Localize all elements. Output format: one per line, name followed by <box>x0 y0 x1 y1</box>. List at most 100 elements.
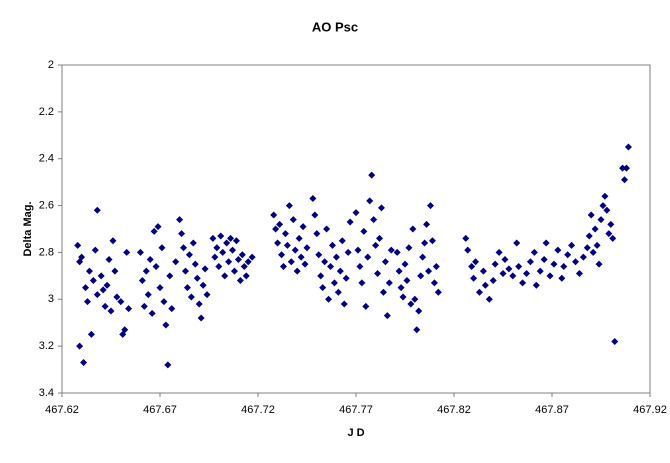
data-point <box>180 244 188 252</box>
x-tick-label: 467.77 <box>339 404 373 416</box>
data-point <box>434 288 442 296</box>
data-point <box>332 253 340 261</box>
data-point <box>340 300 348 308</box>
data-point <box>542 239 550 247</box>
data-point <box>101 302 109 310</box>
data-point <box>232 237 240 245</box>
data-point <box>540 255 548 263</box>
x-tick-label: 467.87 <box>535 404 569 416</box>
data-point <box>526 258 534 266</box>
data-point <box>385 279 393 287</box>
data-point <box>468 262 476 270</box>
data-point <box>323 225 331 233</box>
data-point <box>236 277 244 285</box>
data-point <box>505 265 513 273</box>
data-point <box>530 248 538 256</box>
data-point <box>283 241 291 249</box>
data-point <box>509 272 517 280</box>
y-tick-label: 2.6 <box>39 199 54 211</box>
data-point <box>591 225 599 233</box>
data-point <box>162 321 170 329</box>
data-point <box>107 307 115 315</box>
data-point <box>166 272 174 280</box>
data-point <box>142 267 150 275</box>
data-point <box>564 251 572 259</box>
data-point <box>383 312 391 320</box>
data-point <box>495 248 503 256</box>
data-point <box>195 300 203 308</box>
data-point <box>276 220 284 228</box>
data-point <box>199 281 207 289</box>
data-point <box>430 279 438 287</box>
data-point <box>356 262 364 270</box>
data-point <box>313 230 321 238</box>
data-point <box>407 300 415 308</box>
data-point <box>501 255 509 263</box>
data-point <box>609 234 617 242</box>
x-tick-label: 467.82 <box>437 404 471 416</box>
data-point <box>470 274 478 282</box>
data-point <box>585 232 593 240</box>
data-point <box>354 246 362 254</box>
data-point <box>138 277 146 285</box>
y-tick-label: 2.2 <box>39 106 54 118</box>
data-point <box>140 302 148 310</box>
data-point <box>234 255 242 263</box>
data-point <box>589 248 597 256</box>
data-point <box>215 262 223 270</box>
data-point <box>281 230 289 238</box>
data-point <box>144 291 152 299</box>
data-point <box>82 284 90 292</box>
data-point <box>178 230 186 238</box>
data-point <box>123 248 131 256</box>
data-point <box>376 234 384 242</box>
data-point <box>568 241 576 249</box>
data-point <box>546 272 554 280</box>
data-point <box>111 267 119 275</box>
data-point <box>387 246 395 254</box>
data-point <box>321 258 329 266</box>
data-point <box>419 253 427 261</box>
data-point <box>168 305 176 313</box>
data-point <box>334 288 342 296</box>
data-point <box>309 195 317 203</box>
data-point <box>426 202 434 210</box>
data-point <box>181 267 189 275</box>
data-point <box>103 281 111 289</box>
data-point <box>203 291 211 299</box>
data-point <box>342 274 350 282</box>
data-point <box>317 272 325 280</box>
data-point <box>479 267 487 275</box>
data-point <box>238 251 246 259</box>
data-point <box>303 244 311 252</box>
data-point <box>622 164 630 172</box>
data-point <box>117 298 125 306</box>
data-point <box>579 253 587 261</box>
data-point <box>89 277 97 285</box>
data-point <box>328 241 336 249</box>
data-point <box>366 197 374 205</box>
data-point <box>575 270 583 278</box>
data-point <box>201 265 209 273</box>
data-point <box>611 337 619 345</box>
data-point <box>344 248 352 256</box>
data-point <box>583 244 591 252</box>
data-point <box>209 234 217 242</box>
y-tick-label: 3.2 <box>39 340 54 352</box>
data-point <box>154 223 162 231</box>
data-point <box>523 270 531 278</box>
x-tick-label: 467.62 <box>45 404 79 416</box>
data-point <box>475 288 483 296</box>
data-point <box>397 284 405 292</box>
data-point <box>411 295 419 303</box>
data-point <box>605 230 613 238</box>
data-point <box>358 279 366 287</box>
data-point <box>152 262 160 270</box>
data-point <box>229 246 237 254</box>
y-tick-label: 3.4 <box>39 387 54 399</box>
data-point <box>381 258 389 266</box>
data-point <box>595 260 603 268</box>
data-point <box>287 258 295 266</box>
data-point <box>428 237 436 245</box>
x-tick-label: 467.92 <box>633 404 667 416</box>
